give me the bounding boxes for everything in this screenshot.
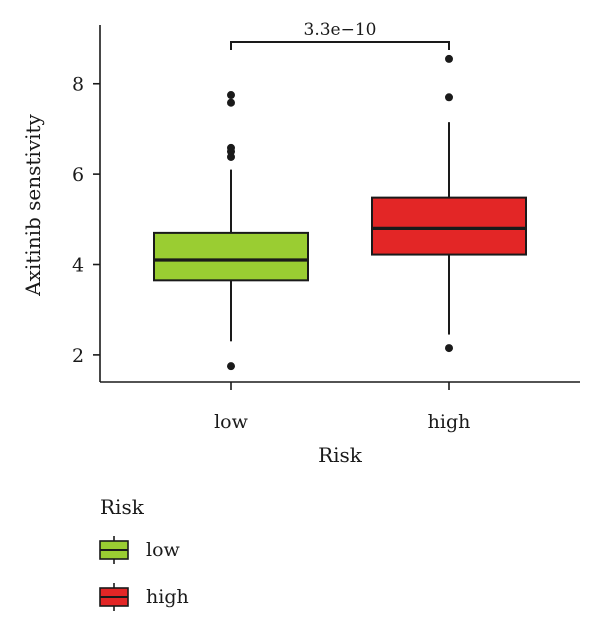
legend-item-high: high [99, 583, 189, 611]
outlier-point [445, 93, 453, 102]
outlier-point [227, 98, 235, 107]
box-low [153, 91, 309, 371]
bracket-line [230, 41, 450, 50]
y-axis-title: Axitinib senstivity [21, 113, 45, 296]
y-tick-label: 8 [72, 74, 84, 96]
outlier-point [227, 143, 235, 152]
x-tick-label-low: low [214, 411, 249, 433]
y-tick-label: 4 [72, 255, 84, 277]
box-high [371, 54, 527, 353]
y-ticks: 2 4 6 8 [72, 74, 100, 367]
legend: Risk low high [99, 495, 189, 611]
x-ticks: low high [214, 382, 470, 433]
x-axis-title: Risk [318, 443, 363, 467]
boxes [153, 54, 527, 371]
significance-bracket: 3.3e−10 [230, 20, 450, 50]
p-value-label: 3.3e−10 [304, 20, 377, 40]
y-tick-label: 2 [72, 345, 84, 367]
legend-title: Risk [100, 495, 145, 519]
box-body [153, 231, 309, 282]
legend-label: low [146, 539, 181, 561]
x-tick-label-high: high [428, 411, 471, 433]
legend-label: high [146, 586, 189, 608]
y-tick-label: 6 [72, 164, 84, 186]
box-body [371, 196, 527, 256]
legend-item-low: low [99, 536, 181, 564]
outlier-point [227, 91, 235, 100]
outlier-point [445, 344, 453, 353]
outlier-point [445, 54, 453, 63]
outlier-point [227, 362, 235, 371]
